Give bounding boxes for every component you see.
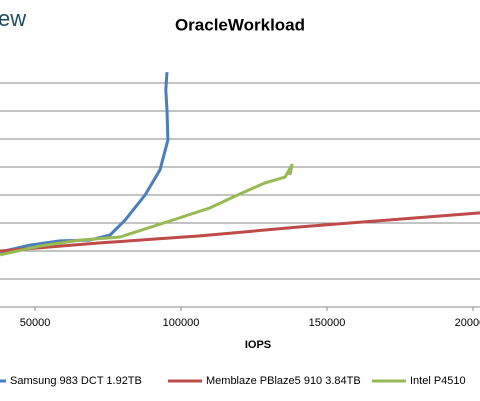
watermark: ew bbox=[0, 6, 26, 31]
x-tick-label: 100000 bbox=[163, 317, 200, 329]
x-tick-label: 150000 bbox=[309, 317, 346, 329]
x-axis-label: IOPS bbox=[245, 339, 271, 351]
legend-label: Samsung 983 DCT 1.92TB bbox=[10, 375, 142, 387]
legend-label: Intel P4510 bbox=[410, 375, 466, 387]
legend-label: Memblaze PBlaze5 910 3.84TB bbox=[206, 375, 361, 387]
chart-title: OracleWorkload bbox=[175, 15, 305, 34]
series-line bbox=[0, 211, 480, 253]
x-tick-label: 50000 bbox=[20, 317, 51, 329]
series-line bbox=[0, 71, 170, 254]
series-line bbox=[0, 163, 294, 257]
x-tick-label: 200000 bbox=[455, 317, 480, 329]
